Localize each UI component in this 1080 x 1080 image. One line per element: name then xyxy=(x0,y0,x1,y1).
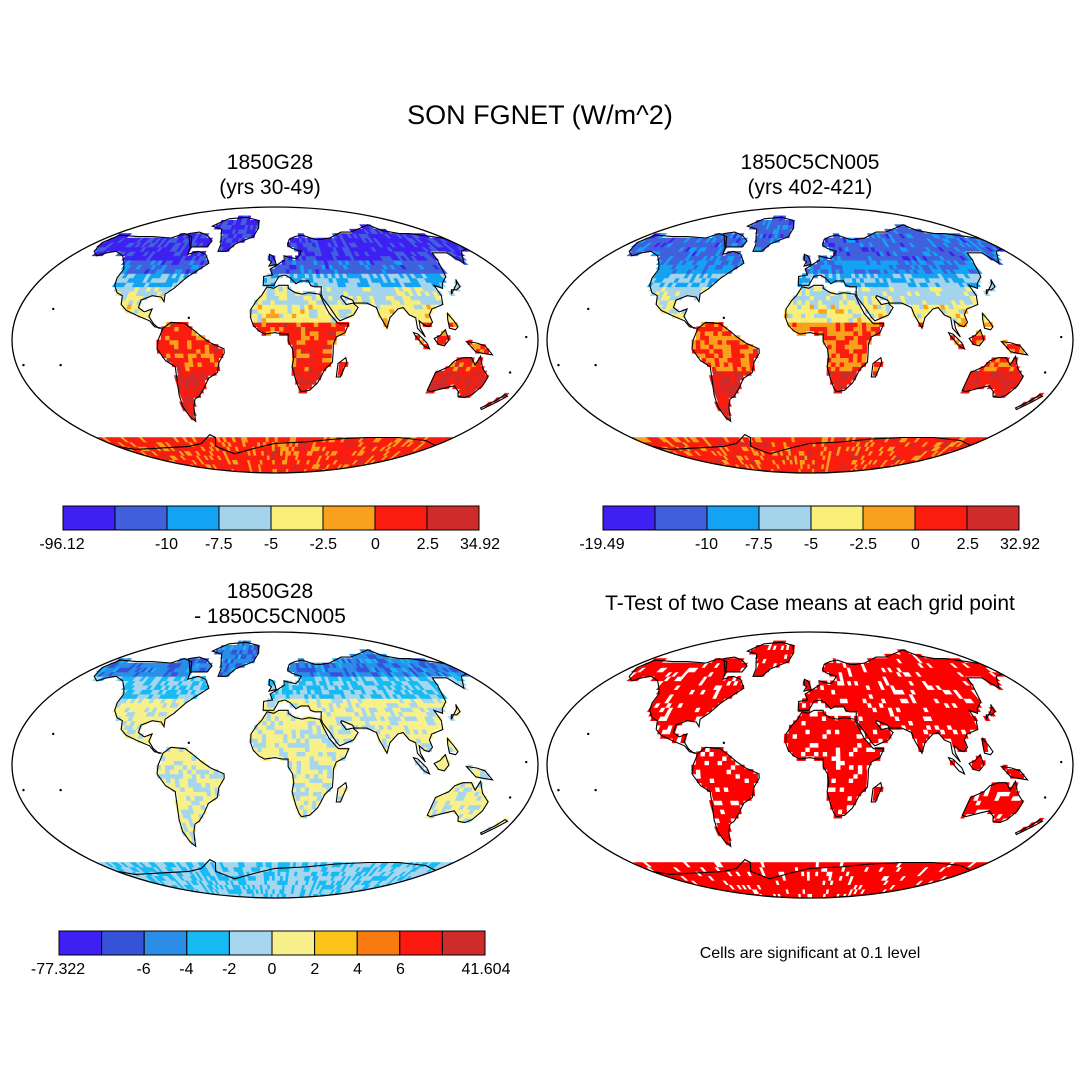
colorbar-tick-label: -77.322 xyxy=(30,961,86,978)
colorbar-labels-panel-3: -77.322 -6 -4 -2 0 2 4 6 41.604 xyxy=(31,961,511,983)
colorbar-tick-label: 6 xyxy=(395,961,405,978)
colorbar-swatch xyxy=(441,930,486,956)
colorbar-swatch xyxy=(602,505,656,531)
colorbar-tick-label: 0 xyxy=(371,536,380,553)
colorbar-labels-panel-1: -96.12 -10 -7.5 -5 -2.5 0 2.5 34.92 xyxy=(39,536,500,558)
colorbar-swatch xyxy=(186,930,230,956)
colorbar-tick-label: -6 xyxy=(136,961,151,978)
colorbar-tick-label: 0 xyxy=(267,961,277,978)
map-frame xyxy=(11,631,539,899)
panel-3-title: 1850G28 - 1850C5CN005 xyxy=(120,579,420,629)
colorbar-panel-2 xyxy=(602,505,1020,531)
colorbar-swatch xyxy=(270,505,324,531)
colorbar-swatch xyxy=(314,930,358,956)
colorbar-tick-label: -4 xyxy=(179,961,194,978)
panel-3-title-line1: 1850G28 xyxy=(226,580,314,603)
colorbar-swatch xyxy=(271,930,316,956)
colorbar-swatch xyxy=(228,930,273,956)
colorbar-tick-label: 2.5 xyxy=(416,536,439,553)
significance-note: Cells are significant at 0.1 level xyxy=(699,945,921,962)
map-frame xyxy=(546,631,1074,899)
colorbar-tick-label: 41.604 xyxy=(461,961,511,978)
colorbar-tick-label: -2 xyxy=(222,961,237,978)
colorbar-swatch xyxy=(758,505,812,531)
panel-1-title: 1850G28 (yrs 30-49) xyxy=(120,150,420,200)
colorbar-tick-label: 2 xyxy=(310,961,320,978)
colorbar-swatch xyxy=(914,505,968,531)
colorbar-tick-label: 32.92 xyxy=(999,536,1041,553)
map-frame xyxy=(11,206,539,474)
colorbar-swatch xyxy=(322,505,376,531)
colorbar-panel-3 xyxy=(58,930,486,956)
colorbar-swatch xyxy=(58,930,103,956)
colorbar-tick-label: -10 xyxy=(154,536,179,553)
panel-4-title: T-Test of two Case means at each grid po… xyxy=(545,591,1075,616)
panel-2-title-line1: 1850C5CN005 xyxy=(740,151,880,174)
colorbar-swatch xyxy=(654,505,708,531)
coastlines xyxy=(557,216,1063,473)
colorbar-swatch xyxy=(143,930,188,956)
colorbar-swatch xyxy=(810,505,864,531)
colorbar-tick-label: -7.5 xyxy=(204,536,233,553)
panel-1-title-line2: (yrs 30-49) xyxy=(219,176,321,199)
map-panel-4 xyxy=(546,631,1074,899)
colorbar-tick-label: 4 xyxy=(353,961,363,978)
colorbar-swatch xyxy=(101,930,145,956)
colorbar-tick-label: 34.92 xyxy=(459,536,501,553)
map-panel-3 xyxy=(11,631,539,899)
colorbar-tick-label: -2.5 xyxy=(849,536,878,553)
colorbar-panel-1 xyxy=(62,505,480,531)
colorbar-swatch xyxy=(356,930,401,956)
colorbar-tick-label: -2.5 xyxy=(309,536,338,553)
panel-2-title-line2: (yrs 402-421) xyxy=(747,176,873,199)
colorbar-swatch xyxy=(62,505,116,531)
colorbar-tick-label: -7.5 xyxy=(744,536,773,553)
colorbar-swatch xyxy=(374,505,428,531)
colorbar-tick-label: -10 xyxy=(694,536,719,553)
colorbar-tick-label: -5 xyxy=(263,536,279,553)
colorbar-tick-label: 2.5 xyxy=(956,536,979,553)
main-title: SON FGNET (W/m^2) xyxy=(407,100,673,130)
panel-2-title: 1850C5CN005 (yrs 402-421) xyxy=(660,150,960,200)
colorbar-tick-label: 0 xyxy=(911,536,920,553)
colorbar-swatch xyxy=(114,505,168,531)
panel-3-title-line2: - 1850C5CN005 xyxy=(194,605,346,628)
colorbar-tick-label: -5 xyxy=(803,536,819,553)
colorbar-tick-label: -19.49 xyxy=(579,536,625,553)
colorbar-swatch xyxy=(166,505,220,531)
colorbar-swatch xyxy=(218,505,272,531)
colorbar-swatch xyxy=(966,505,1020,531)
panel-4-title-line1: T-Test of two Case means at each grid po… xyxy=(605,592,1015,615)
colorbar-swatch xyxy=(426,505,480,531)
colorbar-swatch xyxy=(399,930,443,956)
map-panel-2 xyxy=(546,206,1074,474)
map-panel-1 xyxy=(11,206,539,474)
map-frame xyxy=(546,206,1074,474)
colorbar-labels-panel-2: -19.49 -10 -7.5 -5 -2.5 0 2.5 32.92 xyxy=(579,536,1040,558)
coastlines xyxy=(22,216,528,473)
panel-1-title-line1: 1850G28 xyxy=(226,151,314,174)
colorbar-tick-label: -96.12 xyxy=(39,536,85,553)
colorbar-swatch xyxy=(862,505,916,531)
colorbar-swatch xyxy=(706,505,760,531)
